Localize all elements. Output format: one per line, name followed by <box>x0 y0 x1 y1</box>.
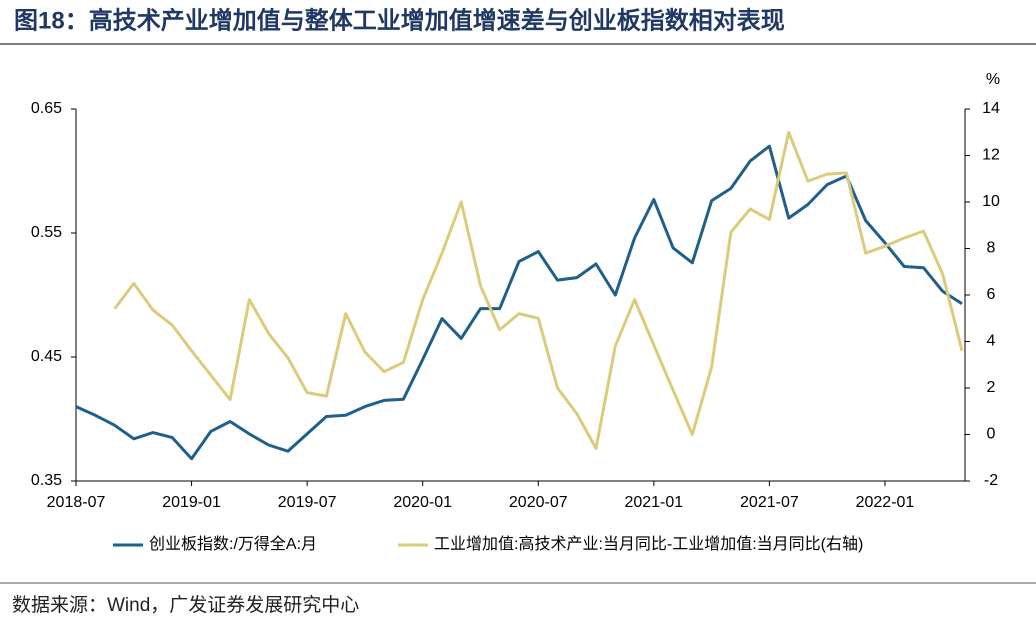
x-tick-label: 2021-07 <box>740 494 799 511</box>
y-tick-label: 0.55 <box>31 224 62 241</box>
legend-label: 创业板指数:/万得全A:月 <box>149 535 317 553</box>
x-tick-label: 2020-01 <box>393 494 452 511</box>
y-tick-label: 0.65 <box>31 100 62 117</box>
legend-label: 工业增加值:高技术产业:当月同比-工业增加值:当月同比(右轴) <box>434 535 863 553</box>
x-tick-label: 2019-01 <box>162 494 221 511</box>
series-line <box>75 144 963 461</box>
series-line <box>113 130 964 450</box>
y2-tick-label: 0 <box>987 426 996 443</box>
y2-tick-label: -2 <box>984 472 998 489</box>
y2-tick-label: 8 <box>987 240 996 257</box>
x-tick-label: 2020-07 <box>509 494 568 511</box>
x-tick-label: 2022-01 <box>856 494 915 511</box>
y2-tick-label: 4 <box>987 333 996 350</box>
y2-tick-label: 2 <box>987 379 996 396</box>
y2-tick-label: 14 <box>982 100 1000 117</box>
x-tick-label: 2019-07 <box>278 494 337 511</box>
x-tick-label: 2021-01 <box>624 494 683 511</box>
y2-axis-label: % <box>986 71 1000 88</box>
y2-tick-label: 10 <box>982 193 1000 210</box>
y2-tick-label: 12 <box>982 147 1000 164</box>
y2-tick-label: 6 <box>987 286 996 303</box>
x-tick-label: 2018-07 <box>47 494 106 511</box>
chart-title: 图18：高技术产业增加值与整体工业增加值增速差与创业板指数相对表现 <box>14 6 785 34</box>
y-tick-label: 0.35 <box>31 472 62 489</box>
source: 数据来源：Wind，广发证券发展研究中心 <box>12 594 359 616</box>
y-tick-label: 0.45 <box>31 348 62 365</box>
